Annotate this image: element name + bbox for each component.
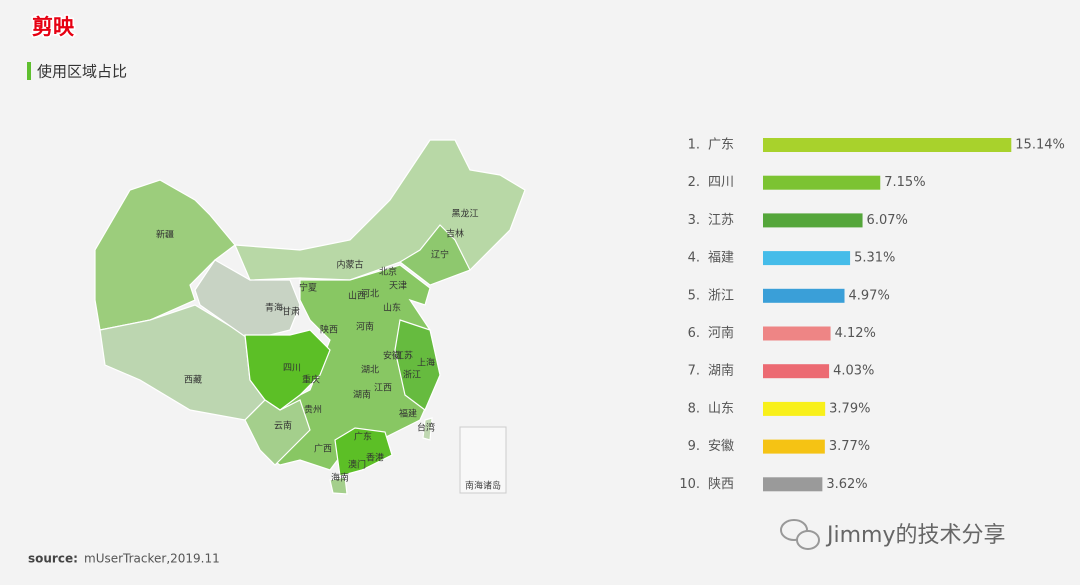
region	[244, 329, 331, 411]
province-label: 吉林	[446, 228, 464, 240]
province-label: 宁夏	[299, 282, 317, 294]
inset-label: 南海诸岛	[465, 480, 501, 492]
bar	[763, 326, 831, 341]
province-label: 澳门	[348, 459, 366, 471]
province-label: 西藏	[184, 374, 202, 386]
bar	[763, 439, 825, 454]
province-label: 湖北	[361, 365, 379, 376]
bar	[763, 364, 830, 379]
value-label: 7.15%	[884, 175, 925, 190]
rank-label: 10.	[679, 477, 700, 492]
province-label: 江苏	[395, 350, 413, 362]
province-label: 黑龙江	[451, 208, 478, 220]
province-label: 甘肃	[282, 306, 300, 318]
category-label: 福建	[708, 251, 734, 266]
province-label: 安徽	[383, 350, 401, 362]
province-label: 广东	[354, 431, 372, 443]
region	[334, 427, 393, 477]
value-label: 4.03%	[833, 364, 874, 379]
province-label: 四川	[283, 364, 301, 374]
region	[398, 224, 471, 286]
category-label: 广东	[708, 138, 734, 153]
province-label: 陕西	[320, 324, 338, 336]
source: mUserTracker,2019.11	[84, 552, 220, 566]
rank-label: 7.	[688, 364, 700, 379]
region	[329, 476, 348, 495]
value-label: 4.97%	[849, 288, 890, 303]
province-label: 河北	[361, 288, 379, 300]
value-label: 3.79%	[829, 401, 870, 416]
province-label: 上海	[417, 357, 435, 369]
value-label: 15.14%	[1015, 138, 1065, 153]
region	[244, 399, 311, 466]
province-label: 山东	[383, 302, 401, 314]
value-label: 6.07%	[867, 213, 908, 228]
value-label: 3.77%	[829, 439, 870, 454]
rank-label: 3.	[688, 213, 700, 228]
province-label: 河南	[356, 321, 374, 333]
province-label: 重庆	[302, 374, 320, 386]
province-label: 云南	[274, 420, 292, 432]
region	[194, 259, 301, 341]
category-label: 浙江	[708, 288, 734, 303]
province-label: 新疆	[156, 229, 174, 241]
rank-label: 6.	[688, 326, 700, 341]
province-label: 青海	[265, 302, 283, 314]
bar	[763, 251, 851, 266]
inset-frame	[459, 426, 507, 494]
category-label: 四川	[708, 175, 734, 190]
rank-label: 5.	[688, 288, 700, 303]
subtitle-marker	[27, 62, 31, 80]
province-label: 浙江	[403, 369, 421, 381]
bar	[763, 213, 863, 228]
bar	[763, 175, 881, 190]
bar	[763, 401, 826, 416]
value-label: 5.31%	[854, 251, 895, 266]
province-label: 广西	[314, 443, 332, 455]
wechat-icon	[780, 519, 820, 550]
province-label: 海南	[331, 472, 349, 484]
province-label: 香港	[366, 452, 384, 464]
category-label: 安徽	[708, 439, 734, 454]
china-map	[94, 139, 526, 495]
province-label: 天津	[389, 281, 407, 292]
watermark: Jimmy的技术分享	[825, 523, 1005, 548]
category-label: 江苏	[708, 212, 734, 228]
category-label: 湖南	[708, 363, 734, 379]
bar	[763, 477, 823, 492]
region	[394, 319, 441, 411]
value-label: 3.62%	[826, 477, 867, 492]
brand: 剪映	[32, 15, 75, 39]
rank-label: 2.	[688, 175, 700, 190]
province-label: 台湾	[417, 422, 435, 434]
province-label: 辽宁	[431, 249, 449, 261]
bar	[763, 288, 845, 303]
province-label: 江西	[374, 383, 392, 394]
province-label: 山西	[348, 291, 366, 302]
value-label: 4.12%	[835, 326, 876, 341]
province-label: 贵州	[304, 404, 322, 416]
province-label: 湖南	[353, 389, 371, 401]
province-label: 内蒙古	[336, 259, 363, 271]
source-label: source:	[28, 552, 78, 566]
bar	[763, 138, 1012, 152]
rank-label: 4.	[688, 251, 700, 266]
rank-label: 8.	[688, 401, 700, 416]
subtitle: 使用区域占比	[37, 63, 127, 81]
region	[234, 139, 526, 286]
province-label: 北京	[379, 266, 397, 278]
category-label: 陕西	[708, 477, 734, 492]
region	[422, 417, 433, 441]
province-label: 福建	[399, 408, 417, 420]
rank-label: 1.	[688, 138, 700, 153]
rank-label: 9.	[688, 439, 700, 454]
category-label: 河南	[708, 325, 734, 341]
category-label: 山东	[708, 401, 734, 416]
